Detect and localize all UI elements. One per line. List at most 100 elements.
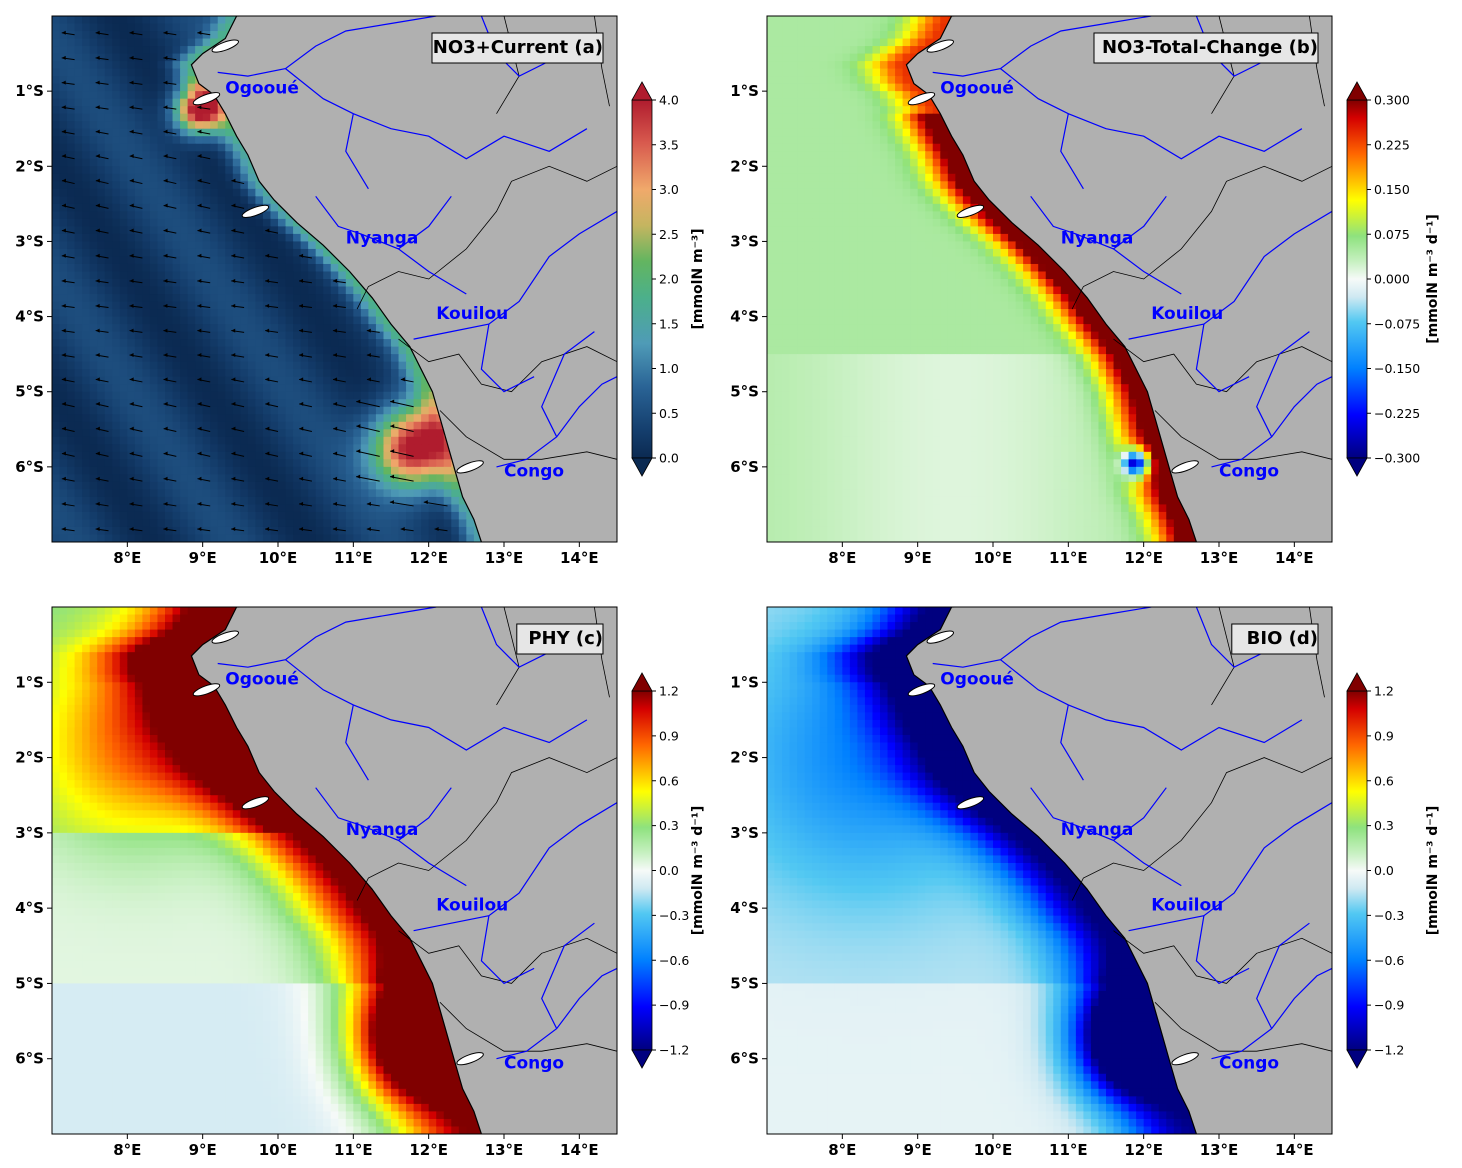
current-arrow-head	[163, 203, 168, 208]
colorbar-tick-label: −0.3	[659, 908, 689, 923]
border-line	[1154, 1002, 1332, 1052]
rivers	[217, 607, 617, 1060]
current-arrow-head	[95, 526, 100, 531]
y-tick-label: 4°S	[15, 308, 44, 326]
colorbar-tick-label: 3.5	[659, 137, 679, 152]
current-arrow-head	[61, 55, 66, 60]
current-arrow-head	[366, 353, 371, 358]
colorbar-extend-max	[631, 672, 653, 692]
current-arrow-head	[95, 278, 100, 283]
river-line	[496, 376, 617, 468]
colorbar-tick-label: −0.6	[1374, 953, 1404, 968]
river-line	[1000, 68, 1303, 160]
current-arrow-head	[366, 328, 371, 333]
current-arrow-head	[299, 303, 304, 308]
current-arrow-head	[333, 476, 338, 481]
rivers	[217, 16, 617, 468]
current-arrow-head	[265, 401, 270, 406]
river-line	[285, 68, 588, 160]
current-arrow-head	[129, 353, 134, 358]
current-arrow-head	[129, 80, 134, 85]
x-tick-label: 10°E	[259, 549, 298, 567]
x-tick-label: 14°E	[560, 1141, 599, 1159]
colorbar-label: [mmolN m⁻³ d⁻¹]	[690, 806, 706, 936]
colorbar-tick-label: 1.5	[659, 316, 679, 331]
land	[905, 607, 1332, 1134]
current-arrow-head	[197, 353, 202, 358]
current-arrow-head	[356, 449, 361, 454]
map-frame	[51, 606, 618, 1135]
current-arrow-head	[400, 377, 405, 382]
border-line	[439, 410, 617, 460]
current-arrow-head	[333, 401, 338, 406]
current-arrow-head	[95, 154, 100, 159]
colorbar-tick-label: 1.2	[1374, 684, 1394, 699]
x-tick-label: 10°E	[974, 549, 1013, 567]
current-arrow-head	[129, 303, 134, 308]
river-line	[217, 607, 437, 668]
current-arrow-head	[197, 203, 202, 208]
current-arrow-head	[197, 105, 202, 110]
current-arrow-head	[163, 30, 168, 35]
colorbar-extend-min	[1346, 1049, 1368, 1069]
current-arrow-head	[389, 500, 394, 505]
current-arrow-head	[299, 501, 304, 506]
current-arrow-head	[163, 353, 168, 358]
current-arrow-head	[265, 451, 270, 456]
colorbar-tick-label: 1.0	[659, 361, 679, 376]
current-arrow-head	[129, 476, 134, 481]
river-line	[541, 331, 595, 438]
current-arrow-head	[61, 129, 66, 134]
x-tick-label: 12°E	[409, 1141, 448, 1159]
y-tick-label: 6°S	[15, 458, 44, 476]
current-arrow-head	[265, 253, 270, 258]
current-arrow-head	[95, 303, 100, 308]
x-tick-label: 9°E	[189, 1141, 217, 1159]
river-label-congo: Congo	[504, 462, 564, 482]
rivers	[932, 607, 1332, 1060]
x-tick-label: 12°E	[409, 549, 448, 567]
current-arrow-head	[333, 377, 338, 382]
current-arrow-head	[265, 526, 270, 531]
current-arrow-head	[197, 228, 202, 233]
river-line	[315, 787, 467, 887]
current-arrow-head	[299, 328, 304, 333]
border-line	[1113, 338, 1332, 393]
y-tick-label: 1°S	[15, 82, 44, 100]
current-arrow-head	[95, 426, 100, 431]
current-arrow-head	[197, 278, 202, 283]
current-arrow-head	[95, 476, 100, 481]
current-arrow-head	[95, 203, 100, 208]
river-label-ogooué: Ogooué	[940, 670, 1014, 690]
current-arrow-head	[197, 30, 202, 35]
current-arrow-head	[299, 278, 304, 283]
colorbar-tick-label: −0.300	[1374, 451, 1420, 466]
current-arrow-head	[332, 278, 337, 283]
current-arrow-head	[265, 353, 270, 358]
x-tick-label: 14°E	[1275, 1141, 1314, 1159]
current-arrow-head	[231, 203, 236, 208]
current-arrow-head	[61, 526, 66, 531]
panel-title-box	[516, 623, 604, 655]
estuary	[1171, 460, 1199, 474]
river-line	[932, 607, 1152, 668]
land	[190, 16, 617, 542]
current-arrow-head	[61, 154, 66, 159]
current-arrow-head	[163, 426, 168, 431]
current-arrow-head	[95, 501, 100, 506]
current-arrow-head	[61, 328, 66, 333]
river-line	[217, 16, 437, 77]
y-tick-label: 3°S	[730, 232, 759, 250]
current-arrow-head	[95, 353, 100, 358]
colorbar-tick-label: 0.075	[1374, 227, 1410, 242]
current-arrow-head	[95, 129, 100, 134]
estuary	[192, 92, 221, 106]
x-tick-label: 9°E	[189, 549, 217, 567]
current-arrow-head	[356, 424, 361, 429]
river-line	[1195, 324, 1250, 393]
current-arrow-head	[333, 426, 338, 431]
colorbar-tick-label: −1.2	[659, 1043, 689, 1058]
colorbar-tick-label: 0.0	[659, 863, 679, 878]
colorbar-label: [mmolN m⁻³]	[690, 228, 706, 329]
x-tick-label: 13°E	[1200, 549, 1239, 567]
